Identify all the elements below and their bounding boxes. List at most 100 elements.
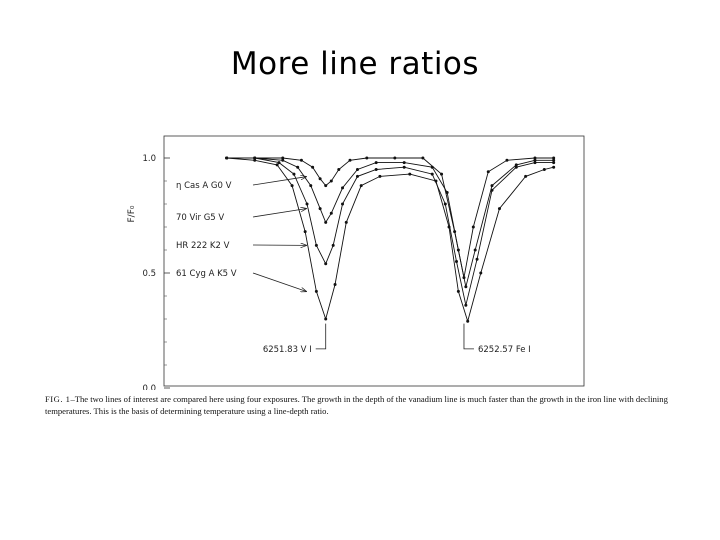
data-point <box>341 202 345 206</box>
data-point <box>348 158 352 162</box>
series-line-2 <box>226 157 554 287</box>
data-point <box>456 248 460 252</box>
data-point <box>225 156 229 160</box>
data-point <box>324 317 328 321</box>
data-point <box>324 220 328 224</box>
data-point <box>253 156 257 160</box>
plot-frame <box>163 135 585 387</box>
legend-arrow-4 <box>252 272 306 291</box>
y-tick-label: 0.5 <box>142 269 156 279</box>
data-point <box>296 165 300 169</box>
legend-arrow-1 <box>252 177 306 186</box>
y-tick-label: 0.0 <box>142 384 156 390</box>
data-point <box>275 163 279 167</box>
legend-label-3: HR 222 K2 V <box>176 241 230 251</box>
data-point <box>331 243 335 247</box>
data-point <box>393 156 397 160</box>
legend-label-4: 61 Cyg A K5 V <box>176 269 237 279</box>
data-point <box>421 156 425 160</box>
data-point <box>533 156 537 160</box>
data-point <box>514 165 518 169</box>
data-point <box>314 243 318 247</box>
data-point <box>333 283 337 286</box>
data-point <box>299 158 303 162</box>
data-point <box>464 303 468 307</box>
data-point <box>292 172 296 176</box>
data-point <box>408 172 412 176</box>
caption-text: –The two lines of interest are compared … <box>45 394 668 416</box>
data-point <box>309 184 313 188</box>
data-point <box>505 158 509 162</box>
data-point <box>324 262 328 266</box>
data-point <box>329 179 333 183</box>
spectrum-figure: 1.0 0.5 0.0 F/F₀ η Cas A G0 V 70 Vir G5 V HR … <box>118 130 598 390</box>
data-point <box>402 161 406 165</box>
data-point <box>281 156 285 160</box>
data-point <box>471 225 475 229</box>
data-point <box>337 168 341 171</box>
data-point <box>318 177 322 181</box>
data-point <box>475 257 479 261</box>
data-point <box>430 172 434 176</box>
data-point <box>365 156 369 160</box>
data-point <box>440 172 444 176</box>
annotation-label-iron: 6252.57 Fe I <box>478 345 531 355</box>
data-point <box>341 186 345 190</box>
data-point <box>374 168 378 171</box>
data-point <box>455 260 458 263</box>
data-point <box>466 319 470 323</box>
data-point <box>490 188 494 192</box>
annotation-bracket-vanadium <box>315 323 327 350</box>
data-point <box>524 174 528 178</box>
data-point <box>552 165 556 169</box>
data-point <box>447 225 451 229</box>
y-axis-label: F/F₀ <box>127 205 137 222</box>
data-point <box>533 158 537 162</box>
data-point <box>497 207 501 211</box>
data-point <box>434 179 438 183</box>
data-point <box>552 161 556 165</box>
data-point <box>486 170 490 174</box>
data-point <box>314 289 318 293</box>
figure-caption: FIG. 1–The two lines of interest are com… <box>45 393 685 417</box>
data-point <box>552 156 556 160</box>
data-point <box>324 184 328 188</box>
caption-label: FIG. 1 <box>45 394 71 404</box>
data-point <box>430 165 434 169</box>
spectrum-chart: 1.0 0.5 0.0 F/F₀ η Cas A G0 V 70 Vir G5 V HR … <box>127 135 585 390</box>
data-point <box>456 289 460 293</box>
data-point <box>305 202 309 206</box>
data-point <box>514 163 518 167</box>
data-point <box>443 202 447 206</box>
data-point <box>359 184 363 188</box>
data-point <box>253 158 257 162</box>
data-point <box>374 161 378 165</box>
data-point <box>311 165 315 169</box>
annotation-bracket-iron <box>463 323 474 350</box>
data-point <box>303 230 307 234</box>
data-point <box>473 248 477 252</box>
data-point <box>318 207 322 211</box>
data-point <box>277 161 281 165</box>
y-tick-label: 1.0 <box>142 154 156 164</box>
data-point <box>445 191 449 194</box>
legend-label-2: 70 Vir G5 V <box>176 213 224 223</box>
data-point <box>479 271 483 275</box>
data-point <box>281 158 285 162</box>
annotation-label-vanadium: 6251.83 V I <box>263 345 312 355</box>
data-point <box>290 184 294 188</box>
data-point <box>344 220 348 224</box>
data-point <box>355 168 359 171</box>
legend-label-1: η Cas A G0 V <box>176 181 232 191</box>
data-point <box>355 174 359 178</box>
data-point <box>542 168 546 171</box>
data-point <box>533 161 537 165</box>
slide-title: More line ratios <box>230 46 480 82</box>
series-line-3 <box>226 157 554 306</box>
data-point <box>464 285 468 289</box>
data-point <box>329 211 333 215</box>
data-point <box>490 184 494 188</box>
series-line-4 <box>226 157 554 323</box>
data-point <box>552 158 556 162</box>
data-point <box>378 174 382 178</box>
